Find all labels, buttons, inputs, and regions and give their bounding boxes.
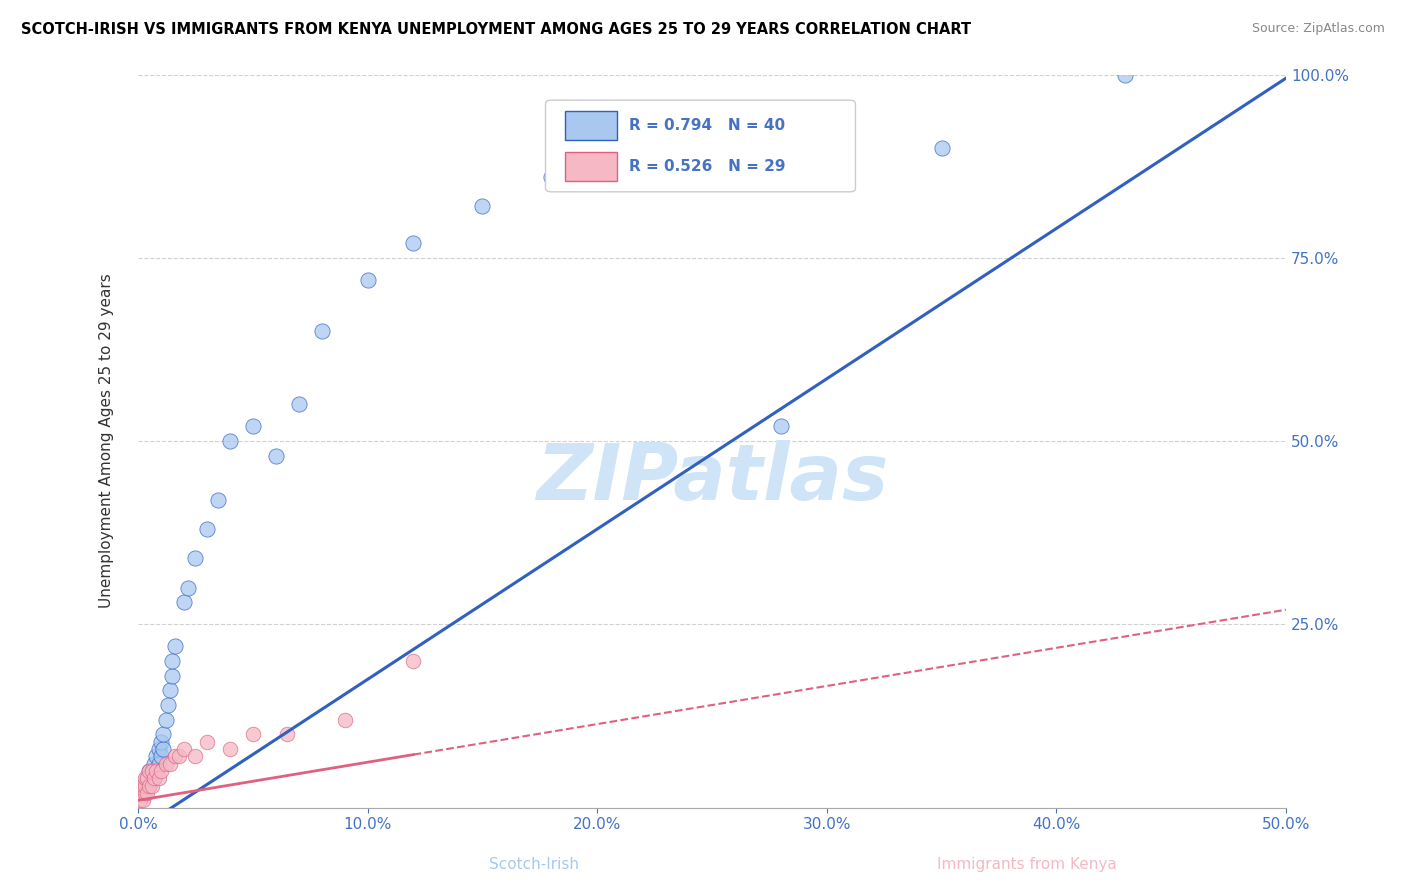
Point — [143, 772, 166, 786]
Point — [169, 749, 191, 764]
Point — [149, 764, 172, 778]
Point — [769, 419, 792, 434]
Point — [138, 779, 160, 793]
Point — [148, 742, 170, 756]
Point — [159, 756, 181, 771]
Point — [155, 713, 177, 727]
Point — [138, 764, 160, 778]
Point — [141, 779, 163, 793]
Point — [131, 779, 153, 793]
Point — [264, 449, 287, 463]
Point — [159, 683, 181, 698]
Point — [162, 654, 184, 668]
Point — [134, 772, 156, 786]
Point — [141, 764, 163, 778]
Point — [138, 764, 160, 778]
Point — [242, 727, 264, 741]
Point — [136, 772, 159, 786]
Point — [145, 749, 167, 764]
Text: R = 0.794   N = 40: R = 0.794 N = 40 — [630, 118, 786, 133]
Text: R = 0.526   N = 29: R = 0.526 N = 29 — [630, 159, 786, 174]
Point — [471, 199, 494, 213]
Point — [149, 734, 172, 748]
Point — [136, 772, 159, 786]
FancyBboxPatch shape — [546, 100, 855, 192]
Point — [131, 793, 153, 807]
Point — [163, 640, 186, 654]
Point — [129, 786, 152, 800]
Point — [148, 772, 170, 786]
Text: Immigrants from Kenya: Immigrants from Kenya — [936, 857, 1116, 872]
Text: SCOTCH-IRISH VS IMMIGRANTS FROM KENYA UNEMPLOYMENT AMONG AGES 25 TO 29 YEARS COR: SCOTCH-IRISH VS IMMIGRANTS FROM KENYA UN… — [21, 22, 972, 37]
Point — [162, 669, 184, 683]
Point — [195, 734, 218, 748]
Point — [276, 727, 298, 741]
Point — [148, 756, 170, 771]
Point — [931, 141, 953, 155]
Point — [184, 749, 207, 764]
Point — [134, 779, 156, 793]
Text: ZIPatlas: ZIPatlas — [536, 440, 889, 516]
Point — [134, 786, 156, 800]
Point — [152, 727, 174, 741]
Point — [356, 273, 378, 287]
Point — [156, 698, 179, 712]
Point — [540, 170, 562, 185]
Point — [131, 786, 153, 800]
Point — [195, 522, 218, 536]
Point — [143, 756, 166, 771]
Point — [163, 749, 186, 764]
FancyBboxPatch shape — [565, 152, 617, 181]
Point — [311, 324, 333, 338]
Point — [184, 551, 207, 566]
Point — [143, 772, 166, 786]
Point — [145, 764, 167, 778]
Point — [402, 654, 425, 668]
Y-axis label: Unemployment Among Ages 25 to 29 years: Unemployment Among Ages 25 to 29 years — [100, 274, 114, 608]
Point — [177, 581, 200, 595]
Point — [134, 779, 156, 793]
Point — [402, 236, 425, 251]
Point — [242, 419, 264, 434]
Point — [173, 595, 195, 609]
Point — [218, 742, 240, 756]
Text: Scotch-Irish: Scotch-Irish — [489, 857, 579, 872]
Point — [1114, 68, 1136, 82]
Point — [141, 764, 163, 778]
Point — [218, 434, 240, 449]
Point — [149, 749, 172, 764]
Point — [152, 742, 174, 756]
Point — [333, 713, 356, 727]
Point — [207, 492, 229, 507]
Point — [129, 793, 152, 807]
Point — [173, 742, 195, 756]
Point — [631, 155, 654, 169]
Point — [287, 397, 309, 411]
Point — [145, 764, 167, 778]
FancyBboxPatch shape — [565, 111, 617, 140]
Point — [155, 756, 177, 771]
Point — [136, 786, 159, 800]
Text: Source: ZipAtlas.com: Source: ZipAtlas.com — [1251, 22, 1385, 36]
Point — [138, 779, 160, 793]
